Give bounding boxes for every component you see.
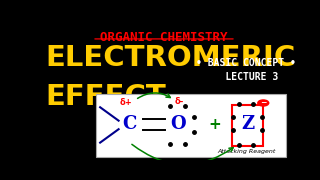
Text: Z: Z — [241, 115, 254, 133]
Text: Attacking Reagent: Attacking Reagent — [217, 149, 275, 154]
FancyBboxPatch shape — [96, 94, 285, 158]
Text: ELECTROMERIC: ELECTROMERIC — [45, 44, 295, 72]
FancyArrowPatch shape — [132, 144, 233, 165]
Text: O: O — [170, 115, 186, 133]
Text: • BASIC CONCEPT •
     LECTURE 3: • BASIC CONCEPT • LECTURE 3 — [196, 58, 296, 82]
Text: EFFECT: EFFECT — [45, 83, 166, 111]
Text: δ-: δ- — [175, 97, 184, 106]
Text: ORGANIC CHEMISTRY: ORGANIC CHEMISTRY — [100, 31, 228, 44]
FancyBboxPatch shape — [232, 105, 263, 146]
Text: C: C — [123, 115, 137, 133]
Circle shape — [258, 100, 269, 106]
FancyArrowPatch shape — [138, 93, 170, 98]
Text: −: − — [260, 98, 267, 107]
Text: δ+: δ+ — [120, 98, 132, 107]
Text: +: + — [208, 117, 221, 132]
